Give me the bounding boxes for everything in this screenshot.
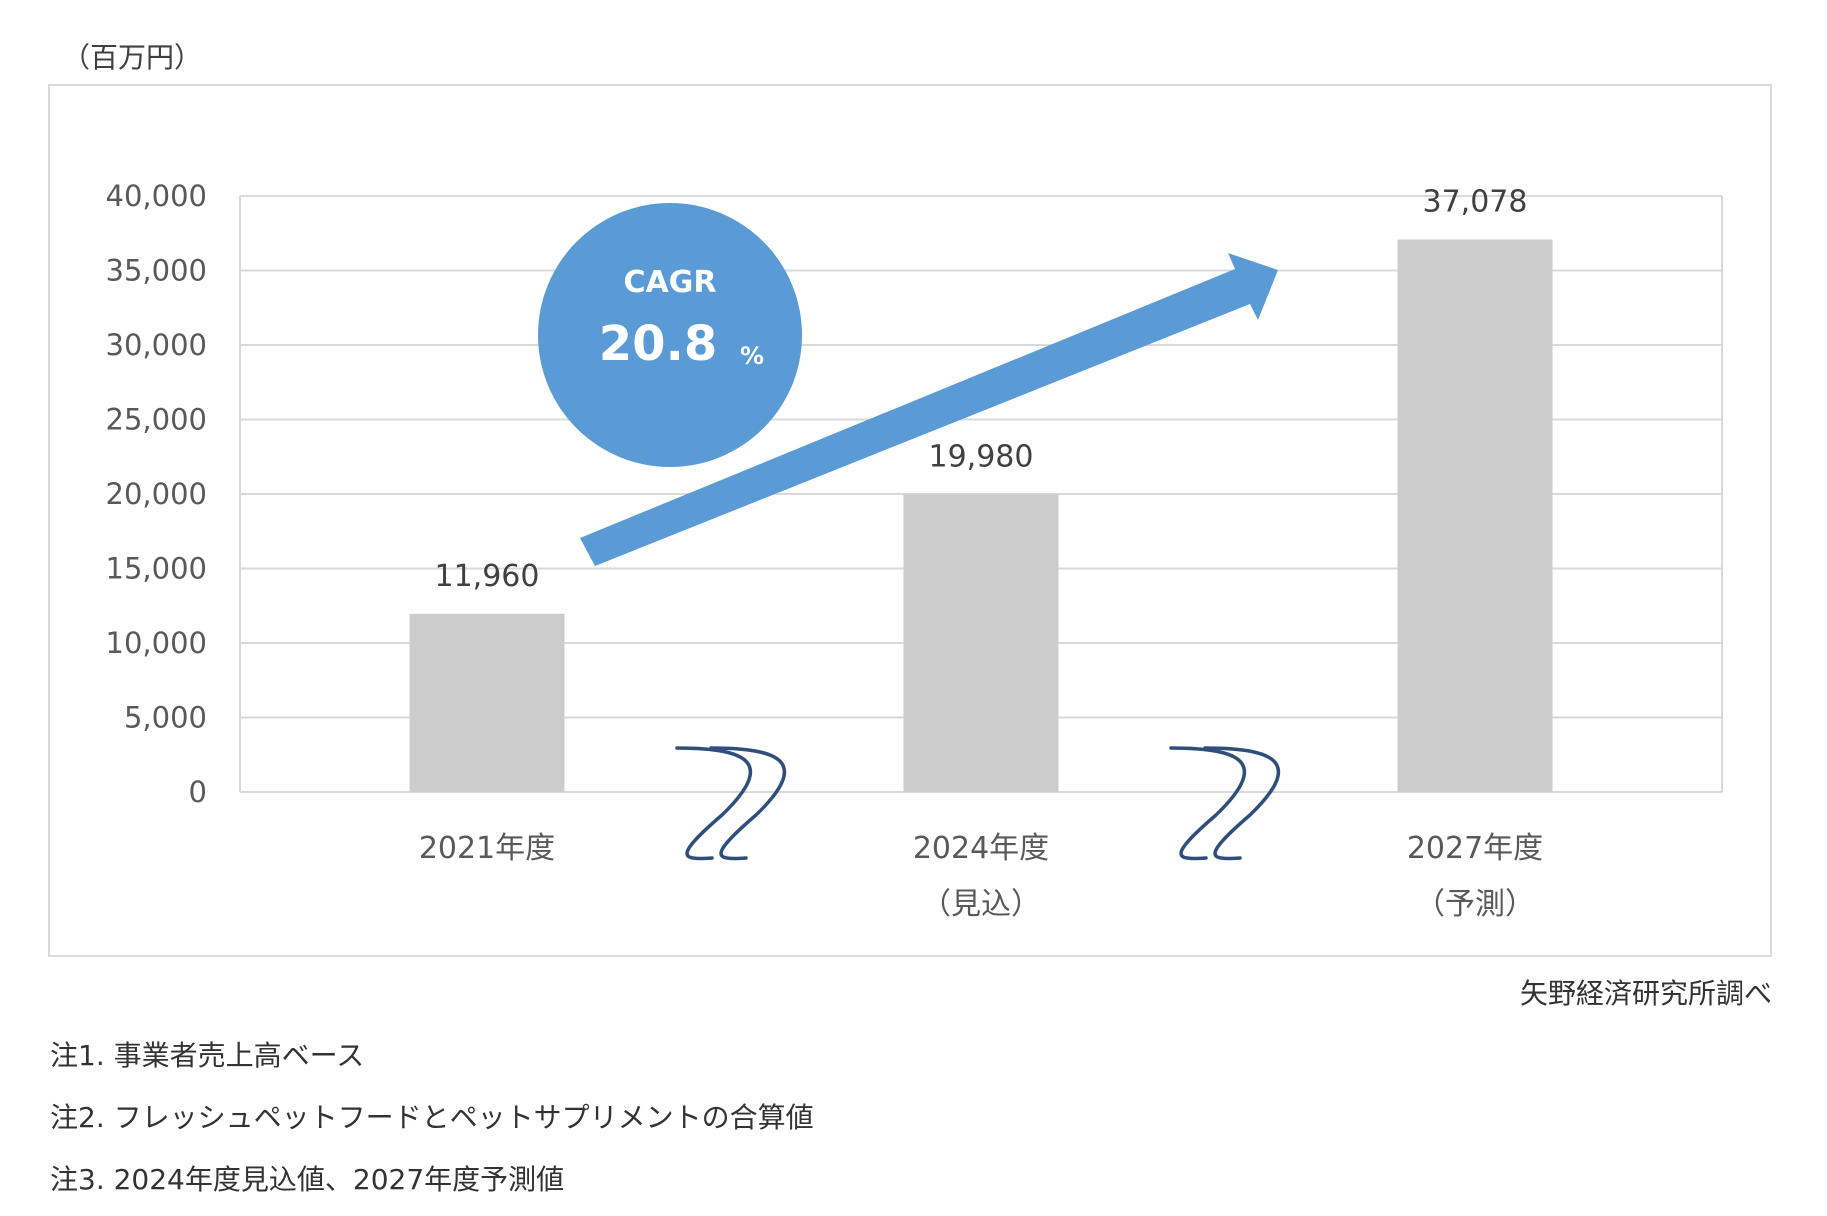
data-labels: 11,960 19,980 37,078 xyxy=(435,185,1528,594)
y-tick-label: 5,000 xyxy=(124,701,207,735)
data-label: 11,960 xyxy=(435,559,540,594)
axis-break-icon xyxy=(709,746,787,861)
chart-frame xyxy=(48,84,1772,957)
note-1: 注1. 事業者売上高ベース xyxy=(50,1039,365,1072)
y-tick-label: 0 xyxy=(189,775,207,809)
bar xyxy=(409,613,565,792)
axis-break-marks xyxy=(675,746,1281,861)
cagr-label: CAGR xyxy=(624,265,717,300)
note-2: 注2. フレッシュペットフードとペットサプリメントの合算値 xyxy=(50,1101,814,1134)
y-tick-label: 20,000 xyxy=(106,477,207,511)
x-tick-label: 2024年度 xyxy=(913,831,1049,866)
x-tick-sublabel: （見込） xyxy=(921,887,1041,922)
notes: 注1. 事業者売上高ベース 注2. フレッシュペットフードとペットサプリメントの… xyxy=(50,1030,814,1216)
y-axis-ticks: 0 5,000 10,000 15,000 20,000 25,000 30,000 35,0… xyxy=(106,179,207,809)
note-3: 注3. 2024年度見込値、2027年度予測値 xyxy=(50,1163,565,1196)
cagr-arrow xyxy=(580,253,1278,566)
y-tick-label: 30,000 xyxy=(106,328,207,362)
bar xyxy=(1397,239,1553,793)
source-credit: 矢野経済研究所調べ xyxy=(1519,977,1772,1010)
x-tick-sublabel: （予測） xyxy=(1415,887,1535,922)
bar xyxy=(903,494,1059,792)
x-tick-label: 2027年度 xyxy=(1407,831,1543,866)
axis-break-icon xyxy=(675,746,753,861)
x-tick-label: 2021年度 xyxy=(419,831,555,866)
axis-break-icon xyxy=(1169,746,1247,861)
cagr-value: 20.8 xyxy=(599,316,717,372)
growth-arrow-icon xyxy=(580,253,1278,566)
y-tick-label: 35,000 xyxy=(106,254,207,288)
data-label: 37,078 xyxy=(1423,185,1528,220)
unit-label: （百万円） xyxy=(62,41,203,74)
axis-break-icon xyxy=(1203,746,1281,861)
cagr-badge: CAGR 20.8 % xyxy=(538,203,802,467)
y-tick-label: 25,000 xyxy=(106,403,207,437)
bars xyxy=(409,239,1553,793)
x-axis-labels: 2021年度 2024年度 （見込） 2027年度 （予測） xyxy=(419,831,1543,922)
y-tick-label: 15,000 xyxy=(106,552,207,586)
cagr-unit: % xyxy=(740,342,764,370)
y-tick-label: 10,000 xyxy=(106,626,207,660)
data-label: 19,980 xyxy=(929,439,1034,474)
y-tick-label: 40,000 xyxy=(106,179,207,213)
cagr-circle xyxy=(538,203,802,467)
